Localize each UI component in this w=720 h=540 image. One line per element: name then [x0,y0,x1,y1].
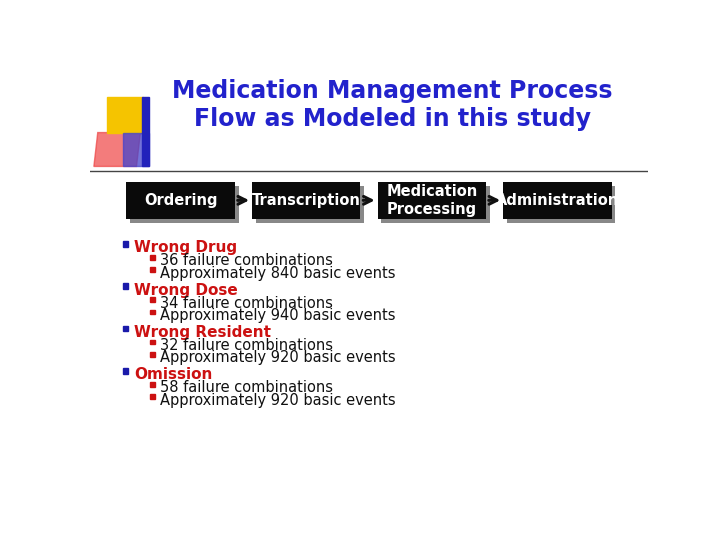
Text: Approximately 920 basic events: Approximately 920 basic events [160,350,395,366]
Bar [150,352,155,356]
Bar [150,255,155,260]
Bar [122,326,128,331]
Text: Administration: Administration [495,193,619,208]
Text: Approximately 920 basic events: Approximately 920 basic events [160,393,395,408]
Polygon shape [94,132,140,166]
Polygon shape [122,132,149,166]
Bar [150,267,155,272]
Polygon shape [142,97,149,166]
Bar [256,186,364,222]
Text: Wrong Dose: Wrong Dose [134,283,238,298]
Polygon shape [107,97,143,132]
Bar [122,368,128,374]
Bar [150,394,155,399]
Text: Medication Management Process
Flow as Modeled in this study: Medication Management Process Flow as Mo… [172,79,613,131]
Bar [130,186,239,222]
Text: Approximately 940 basic events: Approximately 940 basic events [160,308,395,323]
Bar [150,309,155,314]
Text: Ordering: Ordering [144,193,217,208]
Text: 36 failure combinations: 36 failure combinations [160,253,333,268]
Bar [150,340,155,345]
Text: 34 failure combinations: 34 failure combinations [160,296,333,311]
Bar [507,186,616,222]
Bar [150,382,155,387]
Text: Medication
Processing: Medication Processing [386,184,477,217]
Bar [127,182,235,219]
Bar [503,182,611,219]
Bar [122,241,128,247]
Bar [382,186,490,222]
Text: Omission: Omission [134,367,212,382]
Bar [252,182,361,219]
Text: Approximately 840 basic events: Approximately 840 basic events [160,266,395,281]
Bar [122,284,128,289]
Bar [150,298,155,302]
Text: 32 failure combinations: 32 failure combinations [160,338,333,353]
Bar [377,182,486,219]
Text: Transcription: Transcription [252,193,361,208]
Text: Wrong Drug: Wrong Drug [134,240,238,255]
Text: Wrong Resident: Wrong Resident [134,325,271,340]
Text: 58 failure combinations: 58 failure combinations [160,381,333,395]
